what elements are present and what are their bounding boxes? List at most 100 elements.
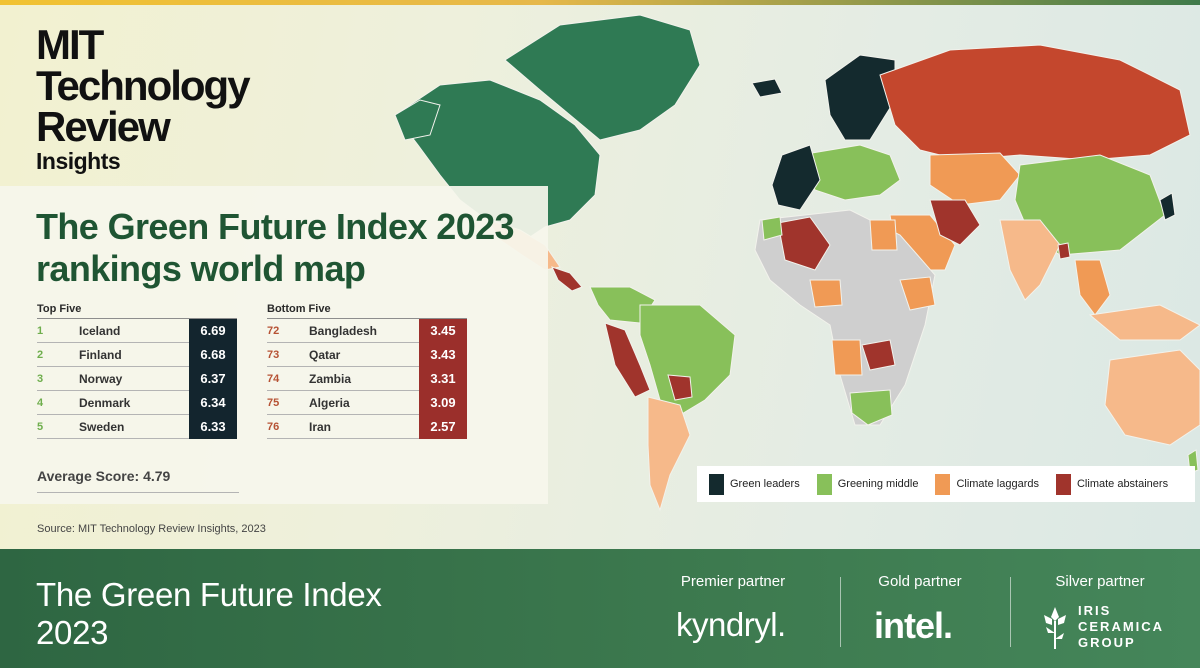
central-asia-region [929,152,1021,206]
zambia-region [861,339,896,371]
top-five-header: Top Five [37,303,237,319]
logo-line-insights: Insights [36,148,121,174]
legend-swatch [816,473,832,495]
rank: 1 [37,324,44,337]
gold-partner-label: Gold partner [878,573,962,590]
score-badge: 3.45 [419,318,467,343]
legend-item-greening-middle: Greening middle [816,473,919,495]
table-row: 2 Finland 6.68 [37,342,237,367]
china-region [1014,154,1166,256]
legend-item-climate-abstainers: Climate abstainers [1055,473,1169,495]
premier-partner: Premier partner [668,573,798,590]
alaska-region [394,99,441,141]
silver-partner: Silver partner [1030,573,1170,590]
legend-label: Climate abstainers [1076,478,1169,490]
country-name: Algeria [309,395,350,410]
southeast-asia-region [1074,259,1111,316]
legend-swatch [709,473,724,495]
bottom-five-header: Bottom Five [267,303,467,319]
top-accent-stripe [0,0,1200,5]
score-badge: 6.34 [189,390,237,415]
egypt-region [869,219,898,251]
country-name: Iran [309,419,332,434]
score-badge: 3.09 [419,390,467,415]
table-row: 72 Bangladesh 3.45 [267,318,467,343]
bottom-five-list: Bottom Five 72 Bangladesh 3.45 73 Qatar … [267,303,467,439]
legend-swatch [1055,473,1071,495]
legend-item-climate-laggards: Climate laggards [935,473,1039,495]
country-name: Finland [79,347,122,362]
divider [1010,577,1011,647]
central-america-region [551,266,583,292]
country-name: Qatar [309,347,341,362]
paraguay-region [667,374,693,401]
table-row: 75 Algeria 3.09 [267,390,467,415]
nordics-region [824,54,896,141]
table-row: 5 Sweden 6.33 [37,414,237,439]
average-score: Average Score: 4.79 [37,468,239,493]
legend-label: Greening middle [837,478,919,490]
footer-title: The Green Future Index [36,576,382,613]
country-name: Iceland [79,323,121,338]
indonesia-region [1088,304,1200,341]
western-europe-region [771,144,821,211]
iris-flower-icon [1044,607,1066,649]
russia-region [879,44,1191,161]
logo-line-mit: MIT [36,21,104,68]
mit-tr-logo: MIT Technology Review Insights [36,21,251,175]
peru-region [604,322,651,398]
legend-item-green-leaders: Green leaders [709,473,800,495]
greenland-region [504,14,701,141]
rank: 72 [267,324,280,337]
rank: 3 [37,372,44,385]
argentina-region [647,396,691,512]
logo-line-technology: Technology [36,62,251,109]
silver-partner-label: Silver partner [1055,573,1145,590]
iris-line-1: IRIS [1078,603,1112,618]
morocco-region [761,216,783,241]
country-name: Denmark [79,395,131,410]
table-row: 3 Norway 6.37 [37,366,237,391]
iris-line-3: GROUP [1078,635,1136,650]
gold-partner: Gold partner [860,573,980,590]
source-note: Source: MIT Technology Review Insights, … [37,523,266,535]
country-name: Zambia [309,371,352,386]
kyndryl-logo: kyndryl. [676,606,786,643]
score-badge: 3.31 [419,366,467,391]
table-row: 76 Iran 2.57 [267,414,467,439]
south-africa-region [849,389,893,426]
angola-region [831,339,863,376]
iris-ceramica-logo: IRIS CERAMICA GROUP [1078,603,1164,651]
nigeria-region [809,279,843,308]
score-badge: 3.43 [419,342,467,367]
footer-banner: The Green Future Index 2023 Premier part… [0,549,1200,668]
legend-swatch [935,473,951,495]
score-badge: 6.37 [189,366,237,391]
india-region [999,219,1061,301]
iceland-region [751,78,783,98]
top-five-list: Top Five 1 Iceland 6.69 2 Finland 6.68 3… [37,303,237,439]
rank: 2 [37,348,44,361]
australia-region [1104,349,1200,446]
map-legend: Green leaders Greening middle Climate la… [697,466,1195,502]
score-badge: 6.69 [189,318,237,343]
footer-year: 2023 [36,614,109,651]
rank: 5 [37,420,44,433]
rank: 74 [267,372,280,385]
intel-logo: intel. [874,605,953,646]
iris-line-2: CERAMICA [1078,619,1165,634]
rank: 73 [267,348,280,361]
premier-partner-label: Premier partner [680,573,786,590]
brazil-region [639,304,736,416]
table-row: 4 Denmark 6.34 [37,390,237,415]
japan-region [1159,192,1176,221]
table-row: 73 Qatar 3.43 [267,342,467,367]
rank: 76 [267,420,280,433]
legend-label: Green leaders [730,478,800,490]
page-title: The Green Future Index 2023 rankings wor… [36,206,515,289]
logo-line-review: Review [36,103,171,150]
algeria-region [777,216,831,271]
divider [840,577,841,647]
score-badge: 6.33 [189,414,237,439]
country-name: Bangladesh [309,323,378,338]
